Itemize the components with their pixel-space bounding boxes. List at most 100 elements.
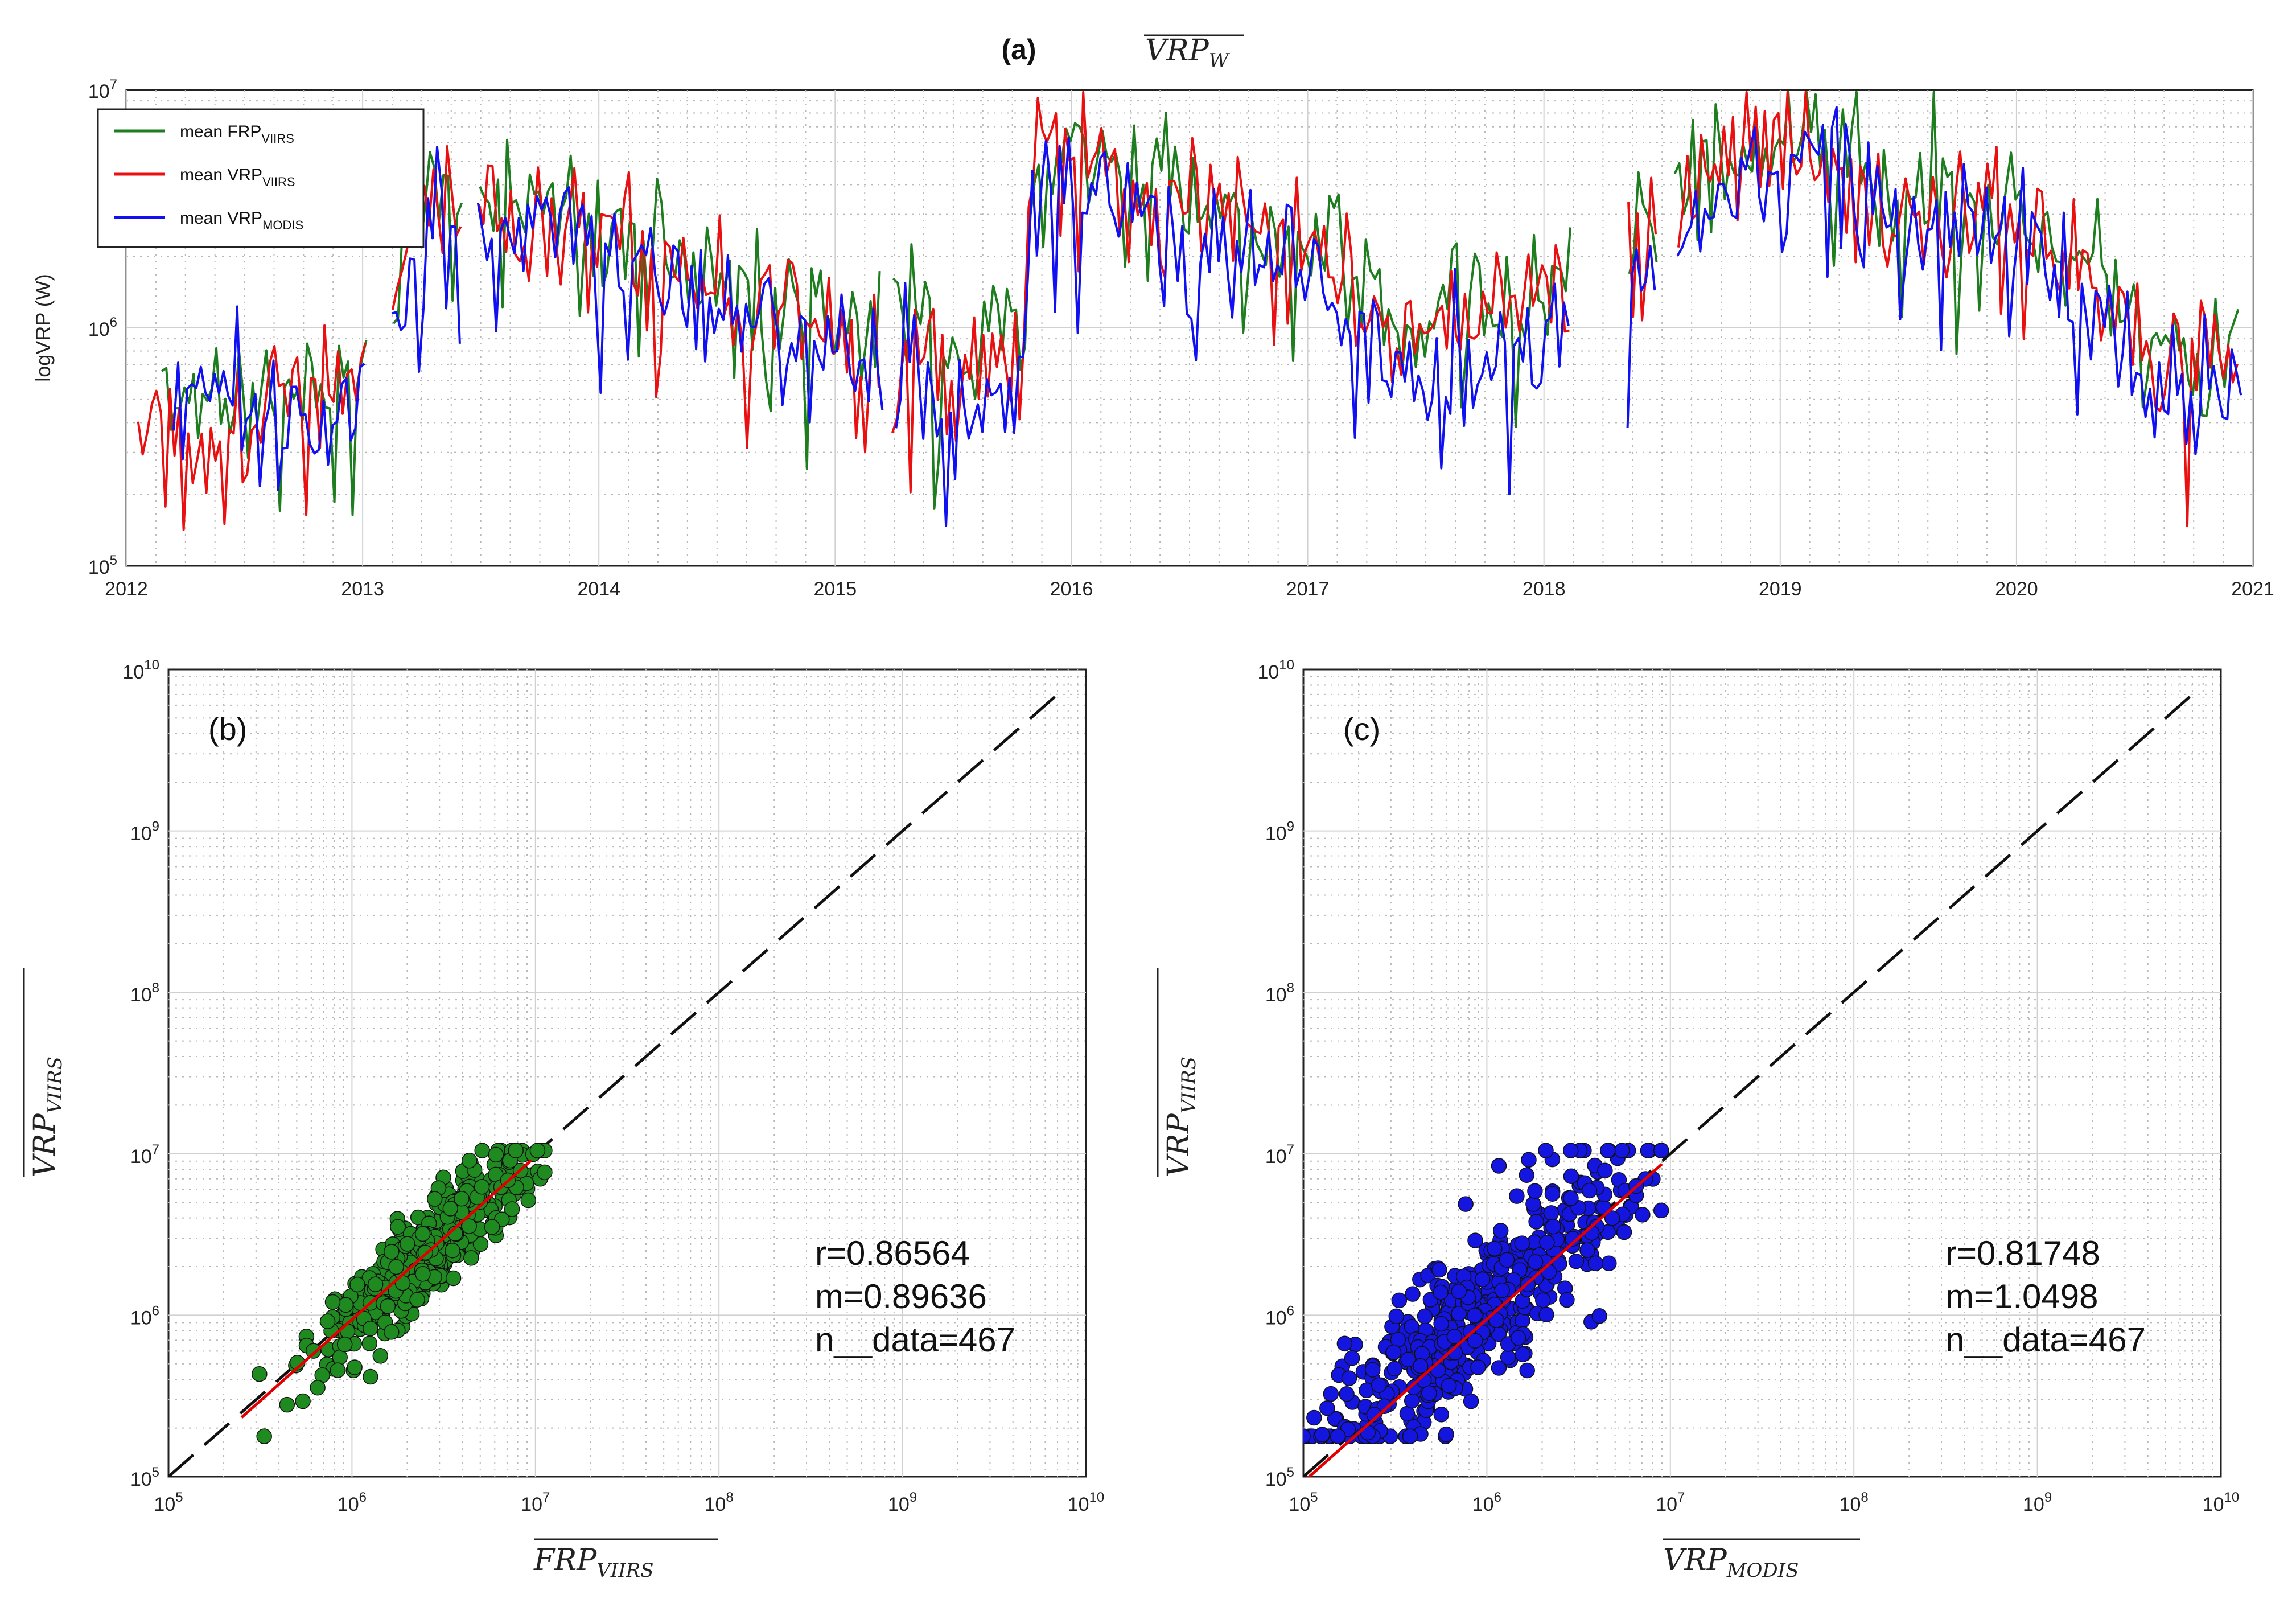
x-tick-label: 105 [154, 1490, 183, 1515]
series-line-0 [161, 91, 2240, 516]
data-point [383, 1244, 400, 1260]
fit-line [240, 1159, 533, 1419]
panel-b-ylabel: VRPVIIRS [23, 968, 67, 1177]
panel-c-marks [1303, 693, 2194, 1477]
panel-c-stat-n: n__data=467 [1945, 1321, 2146, 1359]
panel-a-tick-labels: 2012 2013 2014 2015 2016 2017 2018 2019 2020 2021… [88, 77, 2274, 600]
data-point [1587, 1255, 1604, 1272]
data-point [1323, 1386, 1339, 1402]
data-point [310, 1379, 326, 1396]
data-point [1330, 1428, 1346, 1444]
data-point [295, 1393, 311, 1409]
data-point [390, 1219, 406, 1235]
data-point [1366, 1407, 1382, 1423]
data-point [415, 1266, 431, 1282]
svg-text:VRPVIIRS: VRPVIIRS [28, 1057, 67, 1177]
x-tick-label: 107 [521, 1490, 550, 1515]
data-point [1616, 1224, 1632, 1240]
panel-c-xlabel: VRPMODIS [1663, 1538, 1860, 1582]
data-point [1500, 1349, 1516, 1366]
data-point [1581, 1182, 1598, 1199]
data-point [1314, 1427, 1330, 1442]
x-tick-label: 2021 [2231, 578, 2274, 600]
data-point [1463, 1393, 1479, 1409]
data-point [1458, 1196, 1474, 1212]
data-point [1388, 1308, 1405, 1325]
y-tick-label: 106 [130, 1303, 159, 1329]
data-point [1568, 1253, 1585, 1269]
data-point [1336, 1335, 1353, 1351]
fit-line [1307, 1162, 1663, 1477]
panel-a-legend: mean FRPVIIRS mean VRPVIIRS mean VRPMODIS [97, 108, 425, 248]
data-point [1515, 1346, 1531, 1363]
data-point [1653, 1143, 1669, 1158]
data-point [1487, 1240, 1503, 1257]
panel-c-stat-r: r=0.81748 [1945, 1234, 2100, 1272]
panel-b-stat-m: m=0.89636 [815, 1277, 987, 1316]
y-tick-label: 106 [1265, 1303, 1294, 1329]
data-point [1541, 1264, 1557, 1280]
data-point [1515, 1313, 1530, 1329]
data-point [1591, 1308, 1607, 1324]
x-tick-label: 109 [2023, 1490, 2052, 1515]
data-point [1386, 1361, 1403, 1377]
data-point [1510, 1330, 1526, 1346]
data-point [338, 1297, 354, 1313]
data-point [1413, 1358, 1429, 1374]
x-tick-label: 2015 [814, 578, 857, 600]
data-point [1451, 1305, 1467, 1322]
y-tick-label: 109 [130, 819, 159, 845]
data-point [1543, 1205, 1560, 1221]
y-tick-label: 105 [88, 553, 117, 578]
x-tick-label: 2020 [1995, 578, 2038, 600]
data-point [1538, 1306, 1554, 1323]
data-point [1528, 1214, 1544, 1230]
data-point [400, 1236, 415, 1252]
data-point [388, 1259, 404, 1275]
y-tick-label: 108 [1265, 980, 1294, 1006]
panel-b-marks [168, 693, 1059, 1477]
data-point [1433, 1407, 1450, 1423]
y-tick-label: 105 [130, 1465, 159, 1490]
legend-entry: mean FRPVIIRS [180, 122, 294, 146]
data-point [256, 1428, 272, 1444]
data-point [1441, 1378, 1457, 1394]
data-point [1597, 1162, 1613, 1179]
data-point [1433, 1284, 1449, 1301]
data-point [1491, 1360, 1507, 1376]
data-point [1494, 1282, 1510, 1298]
data-point [1579, 1242, 1595, 1258]
data-point [319, 1313, 336, 1329]
data-point [474, 1179, 490, 1195]
data-point [367, 1276, 384, 1292]
data-point [442, 1201, 459, 1217]
x-tick-label: 2014 [577, 578, 620, 600]
y-tick-label: 1010 [122, 657, 159, 683]
y-tick-label: 106 [88, 315, 117, 340]
data-point [1467, 1333, 1483, 1349]
panel-a-title-subscript: W [1209, 50, 1231, 72]
data-point [1614, 1143, 1630, 1158]
data-point [339, 1323, 356, 1339]
data-point [279, 1396, 295, 1413]
data-point [445, 1242, 460, 1259]
data-point [488, 1146, 504, 1163]
data-point [1559, 1292, 1575, 1308]
x-tick-label: 106 [338, 1490, 367, 1515]
data-point [461, 1153, 478, 1169]
data-point [1527, 1254, 1544, 1270]
y-tick-label: 108 [130, 980, 159, 1006]
panel-c-grid [1303, 669, 2221, 1477]
data-point [1492, 1223, 1509, 1239]
panel-c-label: (c) [1343, 711, 1380, 747]
data-point [1385, 1344, 1402, 1361]
panel-a: 2012 2013 2014 2015 2016 2017 2018 2019 2020 2021… [31, 34, 2274, 600]
data-point [1538, 1143, 1554, 1158]
y-tick-label: 105 [1265, 1465, 1294, 1490]
data-point [1527, 1183, 1543, 1199]
data-point [1306, 1409, 1322, 1426]
panel-b-grid [168, 669, 1086, 1477]
data-point [1475, 1271, 1491, 1288]
